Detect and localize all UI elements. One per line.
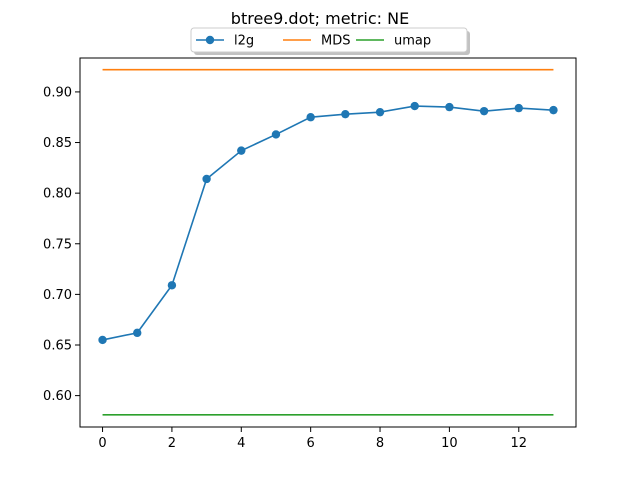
data-point-l2g bbox=[549, 105, 558, 115]
x-tick-label: 10 bbox=[441, 436, 458, 451]
data-point-l2g bbox=[375, 107, 385, 117]
x-tick-label: 12 bbox=[510, 436, 527, 451]
data-point-l2g bbox=[202, 174, 211, 184]
y-tick-label: 0.70 bbox=[43, 288, 72, 303]
legend: l2g MDS umap bbox=[190, 27, 470, 55]
legend-label-umap: umap bbox=[394, 34, 431, 49]
y-tick-label: 0.60 bbox=[43, 389, 72, 404]
x-tick-label: 2 bbox=[168, 436, 176, 451]
legend-items: l2g MDS umap bbox=[196, 34, 431, 49]
plot-area bbox=[79, 57, 577, 428]
y-axis: 0.60 0.65 0.70 0.75 0.80 0.85 0.90 bbox=[43, 85, 80, 404]
legend-label-l2g: l2g bbox=[234, 34, 254, 49]
data-point-l2g bbox=[514, 103, 523, 113]
data-point-l2g bbox=[445, 102, 454, 112]
x-tick-label: 8 bbox=[376, 436, 384, 451]
x-tick-label: 4 bbox=[237, 436, 245, 451]
legend-box bbox=[190, 27, 468, 53]
x-tick-label: 0 bbox=[98, 436, 106, 451]
legend-marker-l2g bbox=[205, 35, 215, 45]
x-axis: 0 2 4 6 8 10 12 bbox=[98, 427, 527, 451]
chart-title: btree9.dot; metric: NE bbox=[231, 9, 409, 28]
series-line-l2g bbox=[102, 105, 554, 341]
data-point-l2g bbox=[341, 109, 350, 119]
data-point-l2g bbox=[167, 281, 177, 290]
data-point-l2g bbox=[237, 146, 246, 155]
y-tick-label: 0.75 bbox=[43, 237, 72, 252]
data-point-l2g bbox=[98, 335, 107, 345]
series-layer bbox=[98, 68, 558, 416]
data-point-l2g bbox=[133, 328, 142, 338]
data-point-l2g bbox=[410, 101, 419, 111]
series-l2g bbox=[98, 101, 558, 345]
y-tick-label: 0.85 bbox=[43, 136, 72, 151]
data-point-l2g bbox=[306, 113, 315, 122]
data-point-l2g bbox=[479, 106, 489, 116]
x-tick-label: 6 bbox=[307, 436, 315, 451]
y-tick-label: 0.65 bbox=[43, 339, 72, 354]
y-tick-label: 0.80 bbox=[43, 187, 72, 202]
legend-label-MDS: MDS bbox=[321, 34, 350, 49]
data-point-l2g bbox=[271, 130, 281, 139]
y-tick-label: 0.90 bbox=[43, 85, 72, 100]
plot-frame bbox=[79, 57, 577, 428]
